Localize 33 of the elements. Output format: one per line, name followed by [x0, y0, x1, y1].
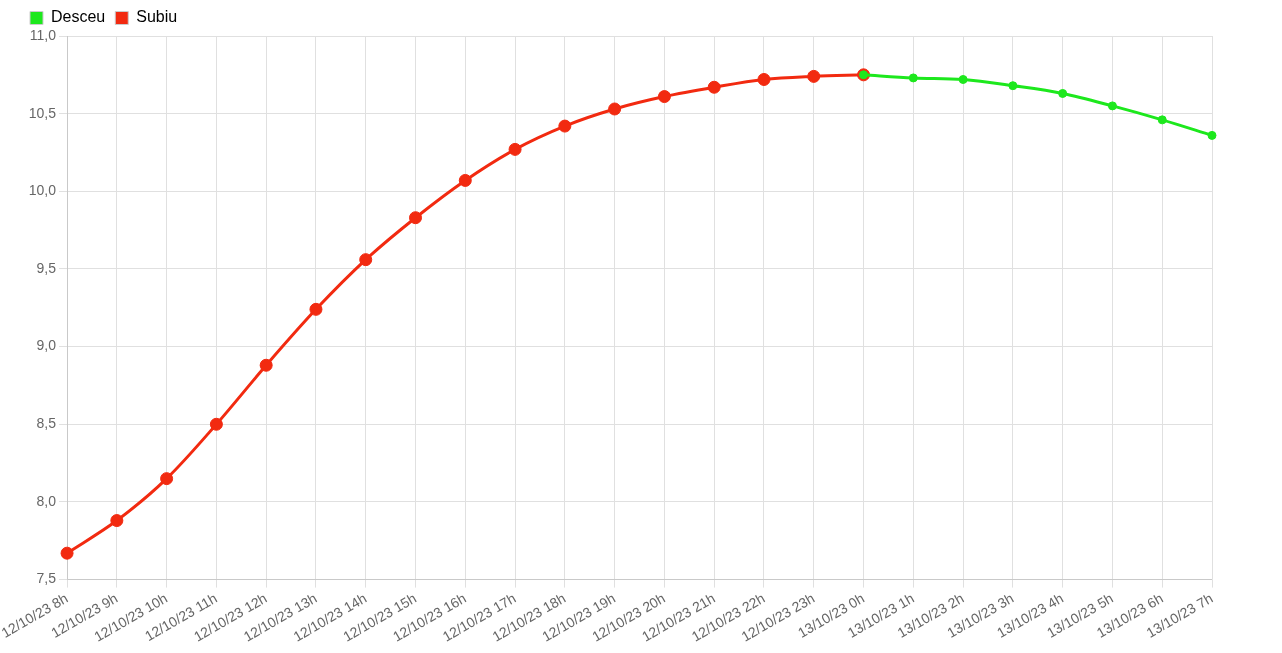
y-tick-label: 8,0 [36, 492, 57, 509]
point [707, 80, 721, 94]
point [657, 90, 671, 104]
legend-label: Subiu [136, 8, 178, 26]
point [1107, 101, 1117, 111]
point [908, 73, 918, 83]
point [958, 74, 968, 84]
y-tick-label: 10,5 [28, 104, 57, 121]
point [757, 72, 771, 86]
point [409, 211, 423, 225]
point [60, 546, 74, 560]
y-tick-label: 7,5 [36, 570, 57, 587]
point [608, 102, 622, 116]
point [1157, 115, 1167, 125]
legend-label: Desceu [51, 8, 106, 26]
y-tick-label: 8,5 [36, 415, 57, 432]
point [359, 253, 373, 267]
point [309, 302, 323, 316]
point [558, 119, 572, 133]
point [458, 173, 472, 187]
point [807, 69, 821, 83]
point [209, 417, 223, 431]
point [1058, 88, 1068, 98]
point [1008, 81, 1018, 91]
point [1207, 130, 1217, 140]
point [110, 514, 124, 528]
y-tick-label: 11,0 [29, 26, 57, 43]
y-tick-label: 9,0 [36, 337, 57, 354]
point [160, 472, 174, 486]
point [259, 358, 273, 372]
point [508, 142, 522, 156]
y-tick-label: 10,0 [28, 182, 57, 199]
y-tick-label: 9,5 [36, 259, 57, 276]
